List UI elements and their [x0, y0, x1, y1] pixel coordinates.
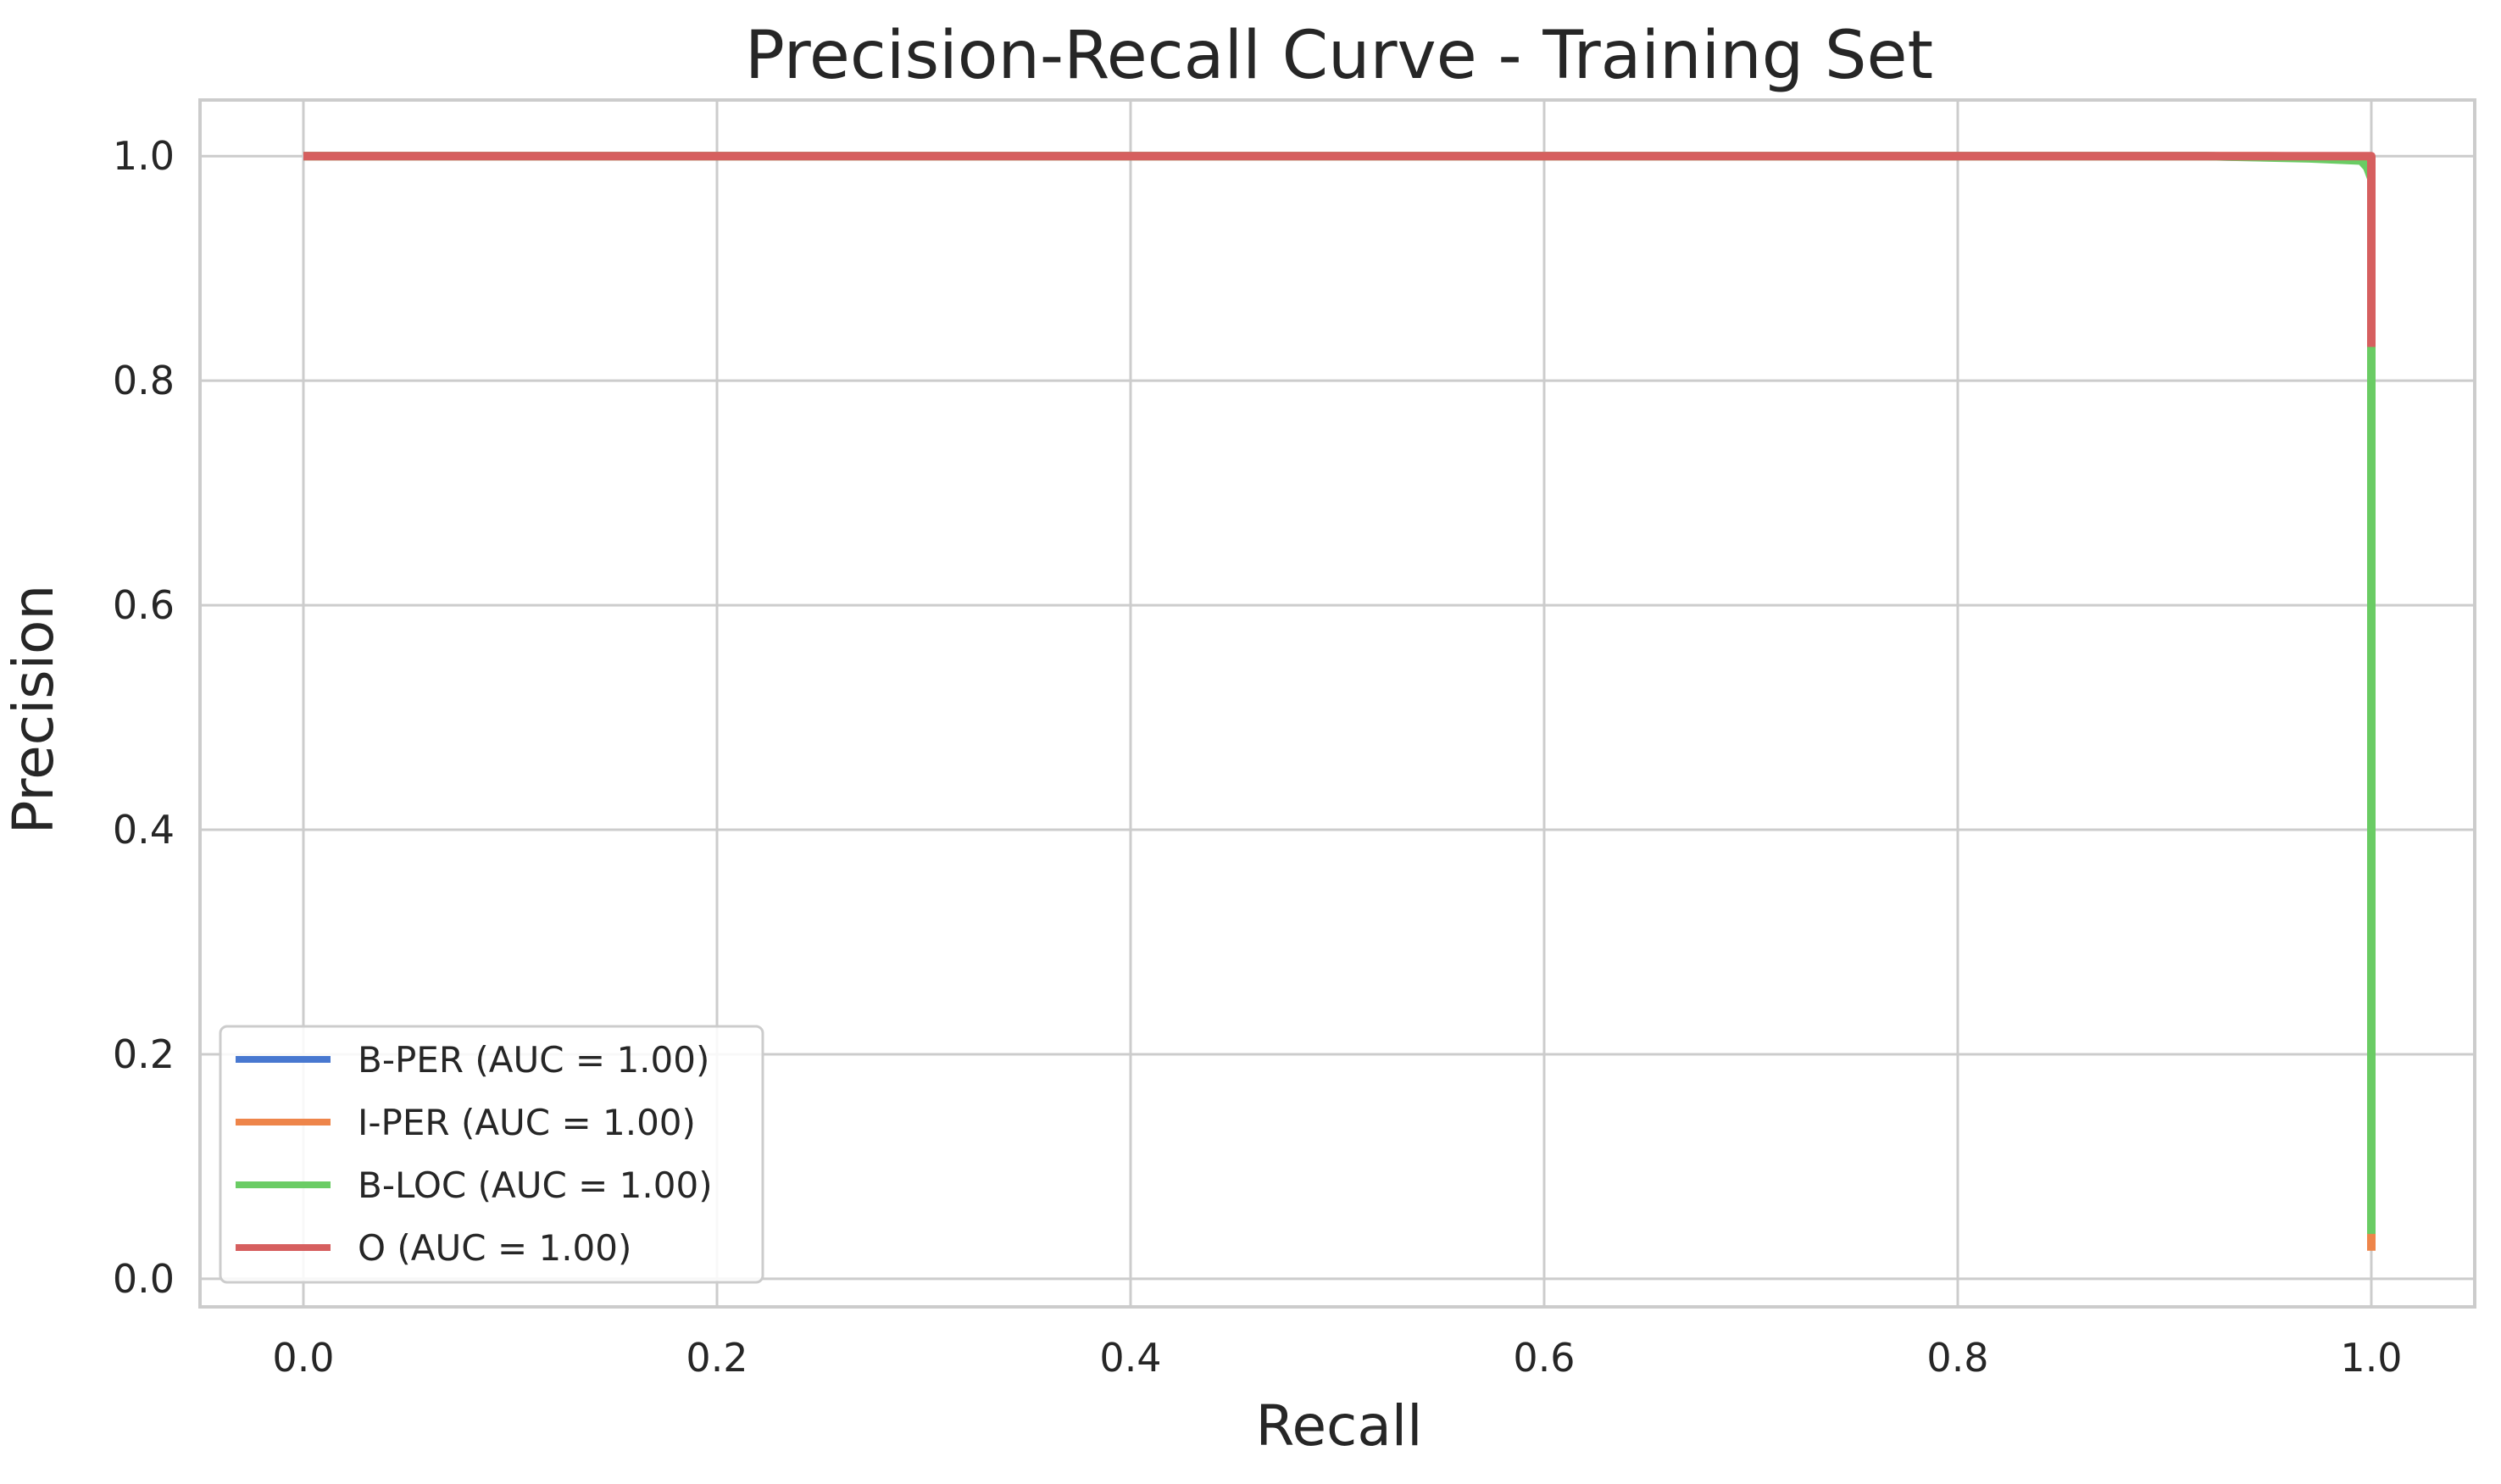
x-tick-label: 0.8: [1926, 1335, 1988, 1381]
y-tick-label: 0.8: [113, 358, 175, 403]
x-tick-label: 0.4: [1099, 1335, 1161, 1381]
legend-label-2: B-LOC (AUC = 1.00): [358, 1164, 713, 1206]
y-tick-label: 0.4: [113, 807, 175, 853]
y-tick-label: 0.2: [113, 1031, 175, 1077]
y-axis-label: Precision: [1, 585, 66, 835]
y-tick-label: 0.6: [113, 582, 175, 628]
legend: B-PER (AUC = 1.00) I-PER (AUC = 1.00) B-LO…: [219, 1025, 764, 1284]
y-tick-label: 0.0: [113, 1256, 175, 1302]
series-layer: [303, 152, 2376, 1251]
legend-label-1: I-PER (AUC = 1.00): [358, 1102, 696, 1143]
legend-label-0: B-PER (AUC = 1.00): [358, 1039, 709, 1081]
chart-title: Precision-Recall Curve - Training Set: [745, 18, 1933, 94]
y-tick-label: 1.0: [113, 133, 175, 179]
x-tick-label: 0.2: [686, 1335, 748, 1381]
x-tick-label: 0.6: [1513, 1335, 1575, 1381]
plot-frame: [198, 98, 2476, 1309]
x-tick-label: 0.0: [272, 1335, 334, 1381]
legend-box: [219, 1025, 764, 1284]
legend-label-3: O (AUC = 1.00): [358, 1227, 631, 1269]
tick-layer: 0.0 0.2 0.4 0.6 0.8 1.0 0.0 0.2 0.4 0.6 0.8 1.0: [113, 133, 2403, 1381]
x-tick-label: 1.0: [2340, 1335, 2402, 1381]
series-line-3: [303, 152, 2376, 347]
x-axis-label: Recall: [1256, 1393, 1423, 1459]
